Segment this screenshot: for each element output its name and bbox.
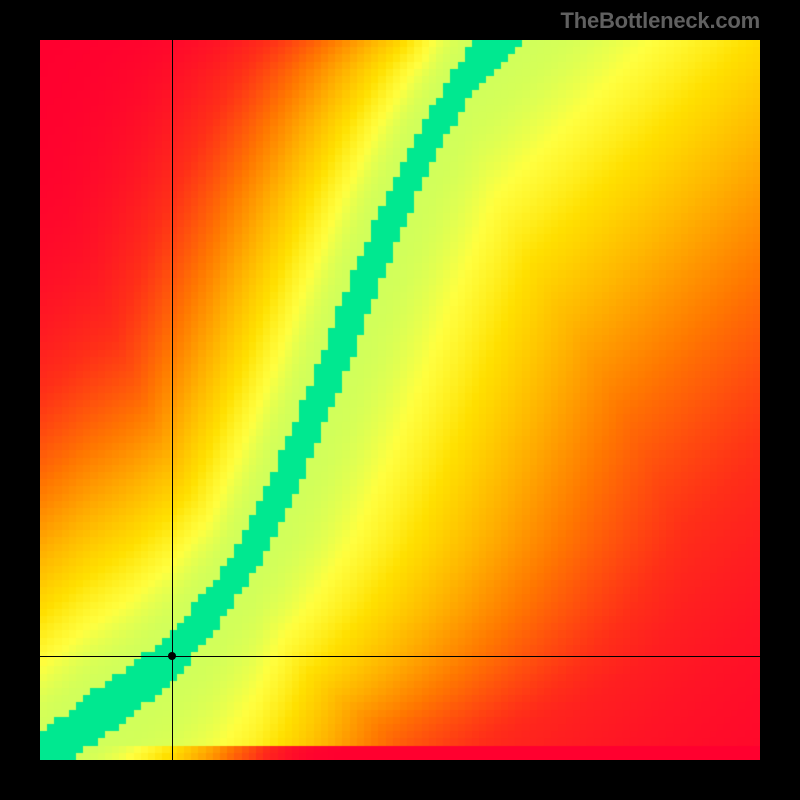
- bottleneck-heatmap: [40, 40, 760, 760]
- crosshair-horizontal: [40, 656, 760, 657]
- figure-container: TheBottleneck.com: [0, 0, 800, 800]
- crosshair-marker: [168, 652, 176, 660]
- watermark-text: TheBottleneck.com: [560, 8, 760, 34]
